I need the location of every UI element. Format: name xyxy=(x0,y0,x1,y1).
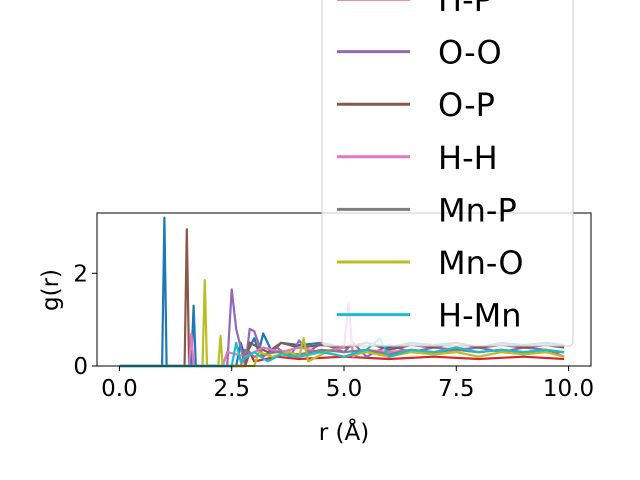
x-tick-label: 2.5 xyxy=(213,376,250,402)
series-line-h-mn xyxy=(119,337,565,368)
x-tick-label: 7.5 xyxy=(438,376,475,402)
x-tick-label: 10.0 xyxy=(543,376,594,402)
x-axis-label: r (Å) xyxy=(319,418,369,446)
legend-label-h-h: H-H xyxy=(438,139,498,177)
x-tick-label: 5.0 xyxy=(326,376,363,402)
legend-label-h-p: H-P xyxy=(438,0,493,19)
legend-entries: H-P O-O O-P H-H Mn-P Mn-O H-Mn xyxy=(337,0,524,335)
legend-label-mn-p: Mn-P xyxy=(438,191,517,229)
x-axis-ticks: 0.0 2.5 5.0 7.5 10.0 xyxy=(101,366,594,402)
series-line-mn-o xyxy=(119,279,565,368)
y-axis-ticks: 02 xyxy=(73,261,97,380)
legend-label-h-mn: H-Mn xyxy=(438,297,522,335)
x-tick-label: 0.0 xyxy=(101,376,138,402)
series-line-h-p xyxy=(119,351,565,368)
legend-frame xyxy=(321,0,574,347)
legend-label-o-p: O-P xyxy=(438,86,495,124)
y-tick-label: 2 xyxy=(73,261,88,287)
legend-label-o-o: O-O xyxy=(438,34,502,72)
legend-label-mn-o: Mn-O xyxy=(438,244,524,282)
y-axis-label: g(r) xyxy=(38,269,64,311)
legend: H-P O-O O-P H-H Mn-P Mn-O H-Mn xyxy=(321,0,574,347)
y-tick-label: 0 xyxy=(73,354,88,380)
